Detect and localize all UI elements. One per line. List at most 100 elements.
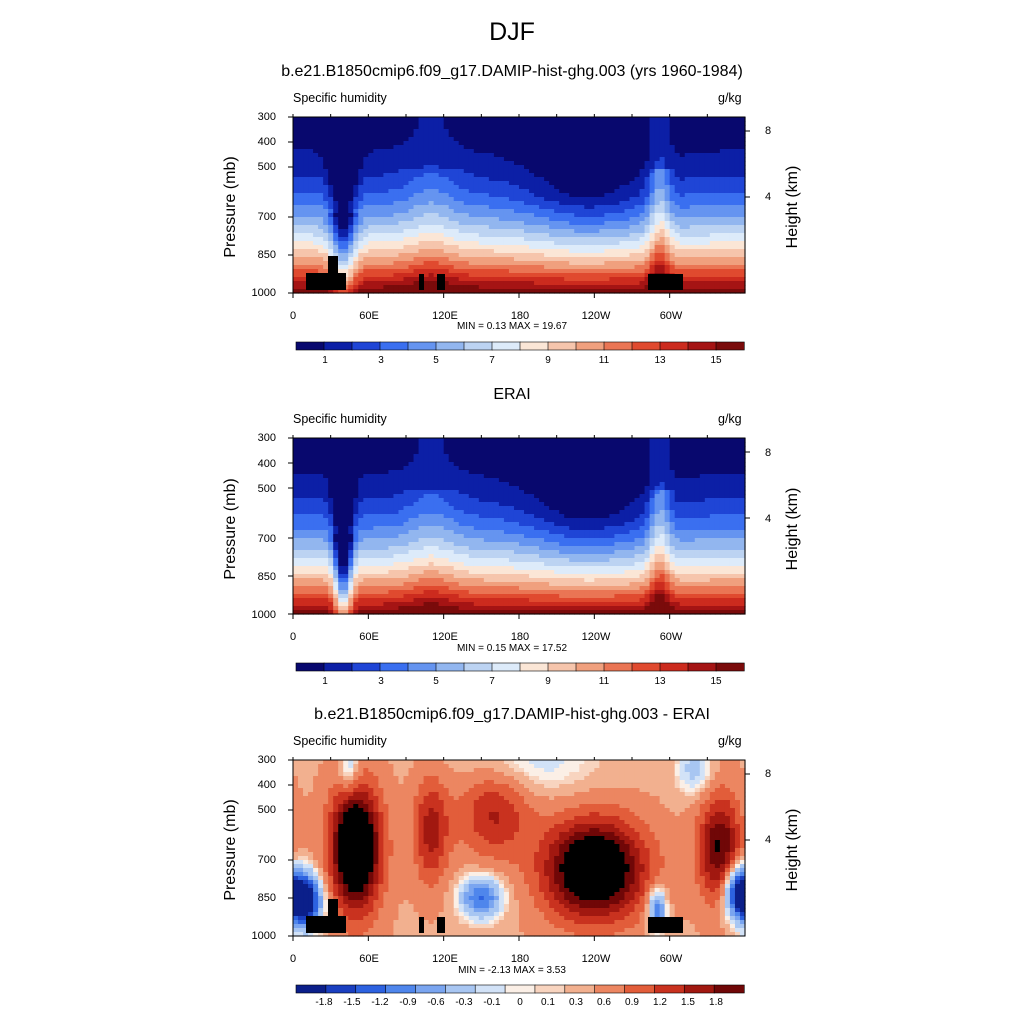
- contour-cell: [714, 181, 721, 186]
- contour-cell: [619, 285, 626, 290]
- contour-cell: [594, 273, 600, 278]
- contour-cell: [734, 125, 741, 130]
- contour-cell: [709, 125, 716, 130]
- contour-cell: [619, 145, 626, 150]
- contour-cell: [644, 149, 651, 154]
- contour-cell: [308, 245, 314, 250]
- contour-cell: [353, 478, 359, 483]
- contour-cell: [388, 281, 395, 286]
- contour-cell: [704, 442, 711, 447]
- contour-cell: [508, 229, 515, 234]
- contour-cell: [519, 189, 525, 194]
- contour-cell: [729, 474, 736, 479]
- contour-cell: [358, 221, 364, 226]
- contour-cell: [478, 237, 485, 242]
- contour-cell: [358, 269, 364, 274]
- contour-cell: [328, 237, 334, 242]
- contour-cell: [403, 446, 410, 451]
- contour-cell: [358, 261, 364, 266]
- contour-cell: [574, 277, 580, 282]
- contour-cell: [383, 213, 390, 218]
- contour-cell: [614, 277, 621, 282]
- contour-cell: [654, 450, 661, 455]
- contour-cell: [664, 450, 671, 455]
- contour-cell: [358, 185, 364, 190]
- contour-cell: [699, 285, 706, 290]
- contour-cell: [579, 121, 585, 126]
- contour-cell: [298, 458, 304, 463]
- contour-cell: [559, 217, 565, 222]
- contour-cell: [473, 117, 480, 122]
- contour-cell: [709, 273, 716, 278]
- contour-cell: [654, 177, 661, 182]
- contour-cell: [584, 265, 590, 270]
- contour-cell: [579, 141, 585, 146]
- contour-cell: [328, 458, 334, 463]
- contour-cell: [323, 185, 329, 190]
- contour-cell: [343, 177, 349, 182]
- contour-cell: [634, 165, 641, 170]
- contour-cell: [569, 153, 575, 158]
- contour-cell: [403, 189, 410, 194]
- contour-cell: [559, 466, 565, 471]
- contour-cell: [599, 129, 605, 134]
- contour-cell: [293, 462, 299, 467]
- contour-cell: [358, 181, 364, 186]
- contour-cell: [594, 446, 600, 451]
- contour-cell: [579, 213, 585, 218]
- contour-cell: [313, 125, 319, 130]
- contour-cell: [679, 213, 686, 218]
- contour-cell: [513, 165, 520, 170]
- contour-cell: [353, 153, 359, 158]
- contour-cell: [363, 121, 369, 126]
- contour-cell: [569, 253, 575, 258]
- colorbar-2-label: 1: [322, 676, 328, 687]
- contour-cell: [403, 450, 410, 455]
- contour-cell: [483, 209, 490, 214]
- contour-cell: [524, 277, 530, 282]
- contour-cell: [614, 454, 621, 459]
- contour-cell: [644, 245, 651, 250]
- contour-cell: [574, 217, 580, 222]
- contour-cell: [669, 133, 676, 138]
- contour-cell: [694, 169, 701, 174]
- panel-2-ytick: 500: [257, 483, 276, 495]
- contour-cell: [694, 446, 701, 451]
- contour-cell: [378, 221, 384, 226]
- contour-cell: [368, 117, 374, 122]
- contour-cell: [373, 265, 379, 270]
- contour-cell: [724, 221, 731, 226]
- contour-cell: [699, 229, 706, 234]
- contour-cell: [629, 470, 636, 475]
- contour-cell: [413, 478, 420, 483]
- colorbar-3-label: -0.9: [399, 997, 417, 1008]
- contour-cell: [293, 141, 299, 146]
- contour-cell: [328, 177, 334, 182]
- contour-cell: [418, 137, 425, 142]
- contour-cell: [388, 137, 395, 142]
- contour-cell: [388, 153, 395, 158]
- contour-cell: [308, 165, 314, 170]
- contour-cell: [664, 229, 671, 234]
- contour-cell: [729, 470, 736, 475]
- contour-cell: [654, 133, 661, 138]
- contour-cell: [539, 237, 545, 242]
- contour-cell: [443, 225, 450, 230]
- contour-cell: [689, 185, 696, 190]
- contour-cell: [388, 177, 395, 182]
- contour-cell: [498, 285, 505, 290]
- contour-cell: [649, 249, 656, 254]
- contour-cell: [639, 185, 646, 190]
- contour-cell: [539, 289, 545, 294]
- contour-cell: [624, 177, 631, 182]
- contour-cell: [353, 253, 359, 258]
- contour-cell: [639, 181, 646, 186]
- contour-cell: [634, 145, 641, 150]
- contour-cell: [539, 137, 545, 142]
- contour-cell: [694, 474, 701, 479]
- contour-cell: [679, 265, 686, 270]
- contour-cell: [694, 173, 701, 178]
- contour-cell: [423, 221, 430, 226]
- contour-cell: [408, 241, 415, 246]
- contour-cell: [513, 478, 520, 483]
